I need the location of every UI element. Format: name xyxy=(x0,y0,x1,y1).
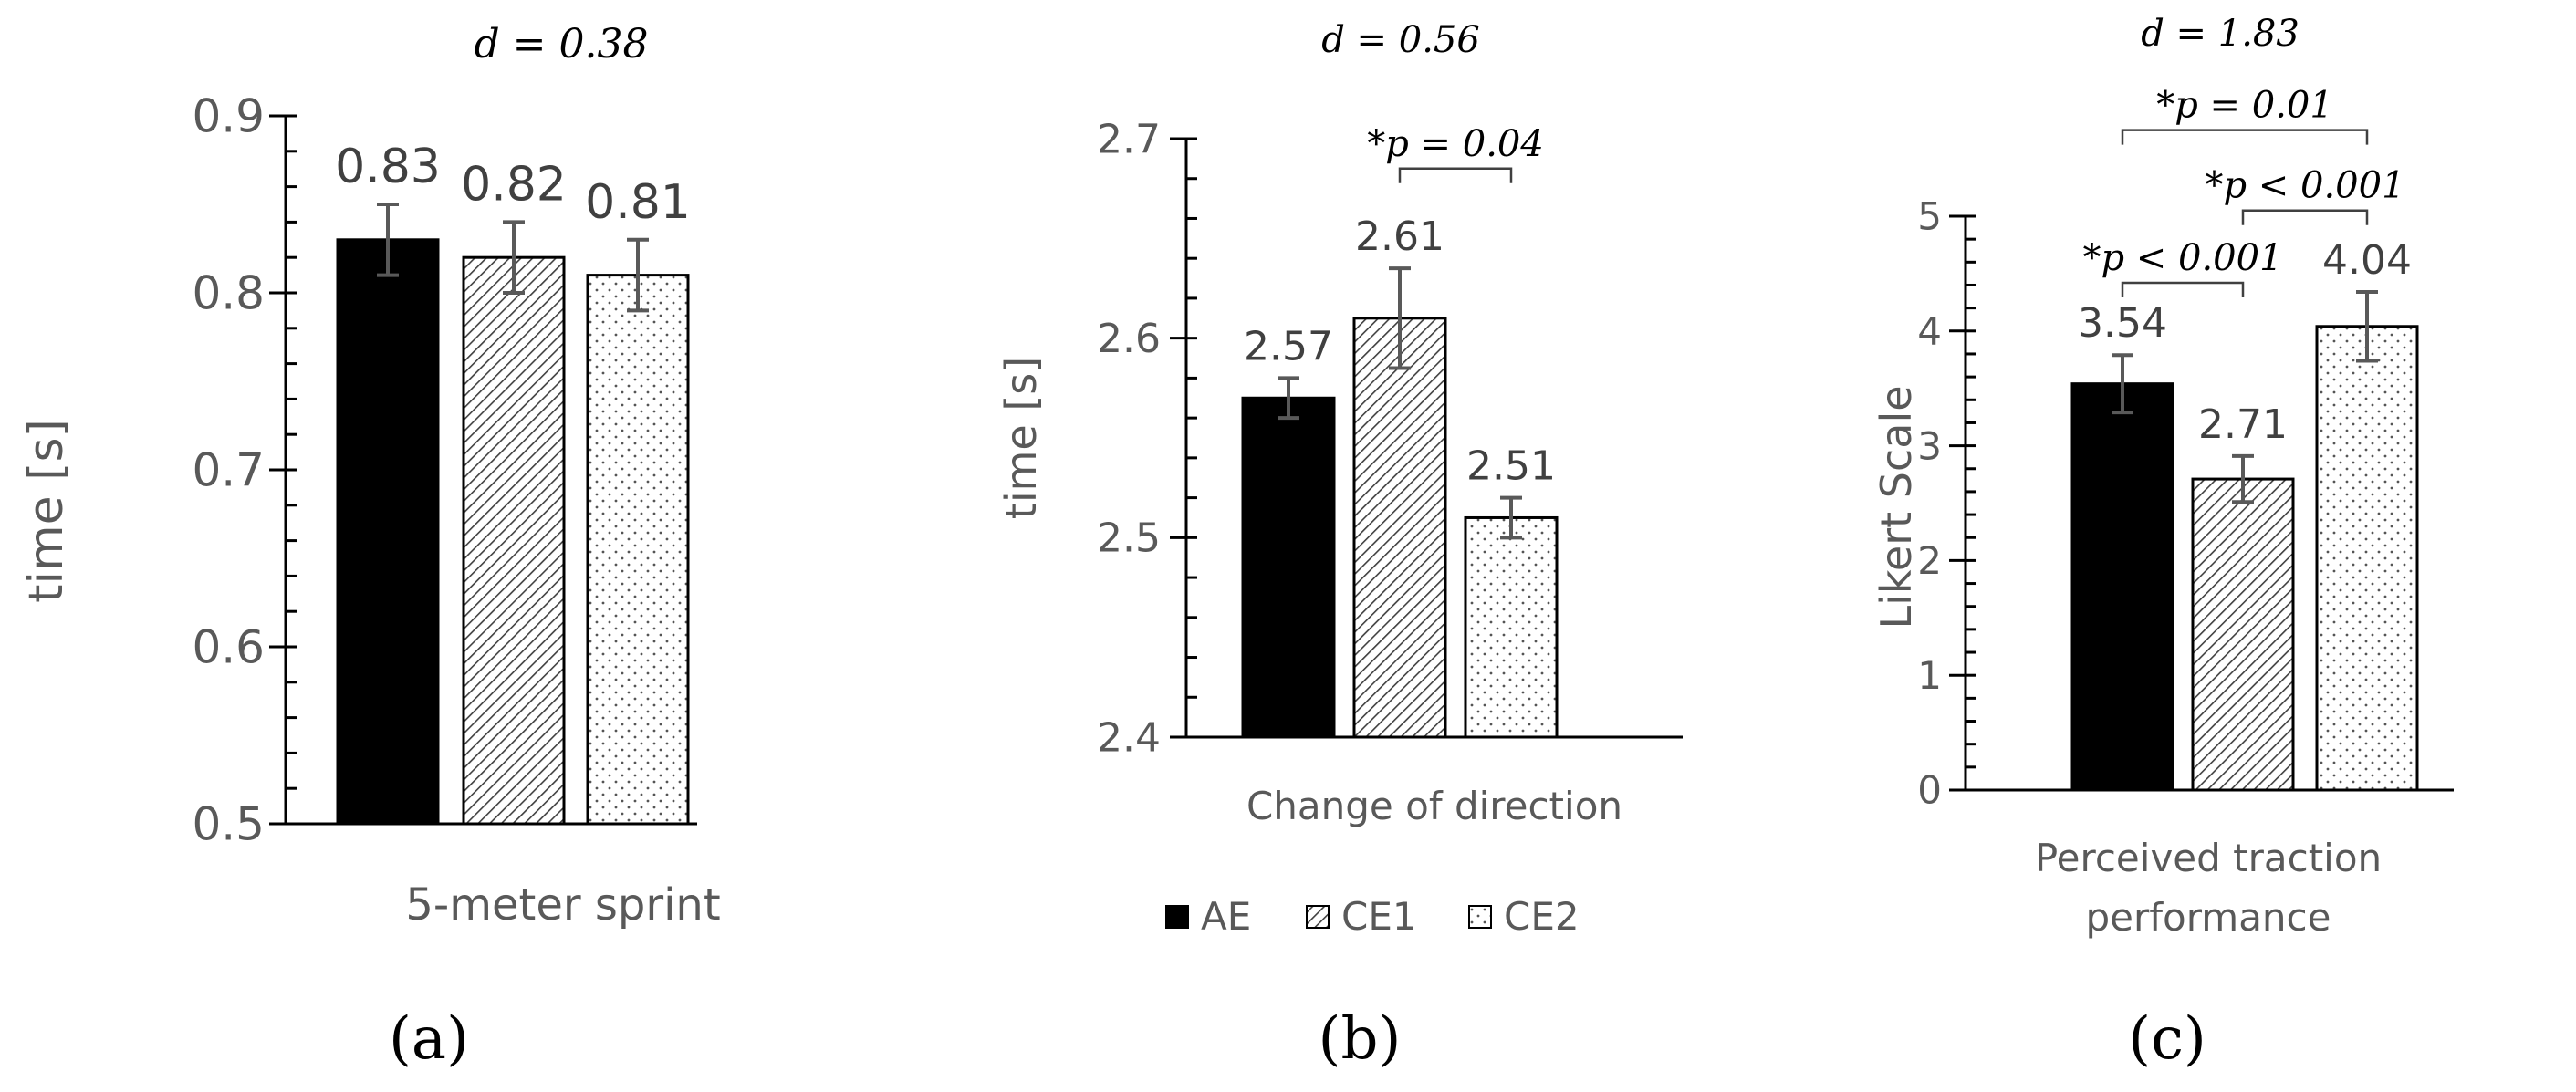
x-axis-title-c-line1: Perceived traction xyxy=(2035,836,2382,880)
bars-c: 3.54 2.71 4.04 *p < 0.001 *p < 0.001 *p = 0.0… xyxy=(2070,85,2419,792)
x-axis-title-b: Change of direction xyxy=(1246,784,1622,828)
panel-label-c: (c) xyxy=(2128,1005,2206,1073)
y-tick-label-b: 2.6 xyxy=(1097,316,1161,362)
y-tick-label-c: 3 xyxy=(1917,423,1942,468)
panel-label-b: (b) xyxy=(1319,1005,1402,1073)
chart-title-b: d = 0.56 xyxy=(1321,19,1480,61)
significance-bracket-c-1 xyxy=(2241,209,2369,225)
error-bar-ce1-c xyxy=(2232,453,2254,504)
y-tick-label-a: 0.7 xyxy=(192,444,265,497)
significance-bracket-c-0 xyxy=(2121,281,2245,297)
y-tick-label-b: 2.4 xyxy=(1097,714,1161,761)
error-bar-ce2-b xyxy=(1500,495,1522,540)
error-bar-ce1-a xyxy=(503,220,525,295)
bar-ce2-a xyxy=(586,274,690,826)
x-axis-title-c-line2: performance xyxy=(2086,895,2331,940)
x-axis-title-a: 5-meter sprint xyxy=(405,879,720,931)
bar-ae-a xyxy=(336,238,440,826)
value-label-ce1-a: 0.82 xyxy=(461,157,567,212)
bar-ae-c xyxy=(2070,382,2174,792)
axes-a: 0.5 0.6 0.7 0.8 0.9 xyxy=(192,90,697,851)
bar-ce1-a xyxy=(462,255,566,826)
y-tick-label-c: 1 xyxy=(1917,653,1942,698)
error-bar-ce2-c xyxy=(2356,290,2378,363)
y-axis-title-b: time [s] xyxy=(996,357,1046,519)
error-bar-ce1-b xyxy=(1389,266,1411,370)
error-bar-ae-a xyxy=(377,203,399,277)
axes-c: 0 1 2 3 4 5 xyxy=(1917,194,2454,813)
y-tick-label-a: 0.6 xyxy=(192,621,265,674)
legend: AE CE1 CE2 xyxy=(1165,894,1580,939)
chart-panel-b: d = 0.56 time [s] 2.42.52.62.7 2.572.612… xyxy=(996,19,1683,1073)
y-tick-label-b: 2.7 xyxy=(1097,116,1161,162)
value-label-ce1-c: 2.71 xyxy=(2198,401,2288,448)
y-tick-label-c: 4 xyxy=(1917,309,1942,354)
value-label-ce2-c: 4.04 xyxy=(2322,237,2412,284)
y-tick-label-a: 0.9 xyxy=(192,90,265,143)
value-label-ae-a: 0.83 xyxy=(335,140,441,194)
legend-label-ce2: CE2 xyxy=(1504,894,1580,939)
significance-label-c-2: *p = 0.01 xyxy=(2156,85,2333,127)
error-bar-ae-b xyxy=(1278,376,1299,421)
significance-bracket-b-0 xyxy=(1398,167,1513,183)
axes-b: 2.4 2.5 2.6 2.7 xyxy=(1097,116,1683,761)
y-axis-title-c: Likert Scale xyxy=(1872,385,1921,629)
value-label-ae-b: 2.57 xyxy=(1244,323,1333,369)
y-tick-label-c: 0 xyxy=(1917,768,1942,813)
bar-ce2-b xyxy=(1464,515,1559,739)
value-label-ce1-b: 2.61 xyxy=(1355,213,1444,260)
bar-ae-b xyxy=(1241,396,1336,739)
y-tick-label-a: 0.8 xyxy=(192,267,265,320)
y-tick-label-b: 2.5 xyxy=(1097,515,1161,562)
bar-ce1-c xyxy=(2191,477,2295,792)
chart-panel-a: d = 0.38 time [s] 0.50.60.70.80.9 0.83 0.… xyxy=(19,21,721,1073)
panel-label-a: (a) xyxy=(389,1005,469,1073)
error-bar-ae-c xyxy=(2112,353,2133,415)
significance-label-c-0: *p < 0.001 xyxy=(2082,237,2282,279)
legend-label-ce1: CE1 xyxy=(1341,894,1417,939)
bar-ce2-c xyxy=(2315,325,2419,792)
bars-a: 0.83 0.82 0.81 xyxy=(335,140,691,826)
y-tick-label-c: 5 xyxy=(1917,194,1942,239)
y-tick-label-a: 0.5 xyxy=(192,798,265,851)
chart-title-a: d = 0.38 xyxy=(475,21,649,68)
chart-title-c: d = 1.83 xyxy=(2141,13,2300,55)
legend-swatch-ce1 xyxy=(1306,905,1330,929)
error-bar-ce2-a xyxy=(627,237,649,313)
bar-ce1-b xyxy=(1352,317,1447,739)
y-axis-title-a: time [s] xyxy=(19,419,74,603)
bars-b: 2.57 2.61 2.51 *p = 0.04 xyxy=(1241,123,1559,739)
significance-label-b-0: *p = 0.04 xyxy=(1367,123,1544,165)
legend-label-ae: AE xyxy=(1201,894,1251,939)
significance-bracket-c-2 xyxy=(2121,129,2369,145)
value-label-ce2-a: 0.81 xyxy=(585,175,691,230)
y-tick-label-c: 2 xyxy=(1917,538,1942,583)
value-label-ae-c: 3.54 xyxy=(2078,300,2167,347)
legend-swatch-ce2 xyxy=(1468,905,1492,929)
legend-swatch-ae xyxy=(1165,905,1189,929)
chart-panel-c: d = 1.83 Likert Scale 0 1 2 3 4 5 3.54 2.71 4.0… xyxy=(1872,13,2454,1073)
value-label-ce2-b: 2.51 xyxy=(1466,443,1556,490)
significance-label-c-1: *p < 0.001 xyxy=(2205,165,2404,207)
